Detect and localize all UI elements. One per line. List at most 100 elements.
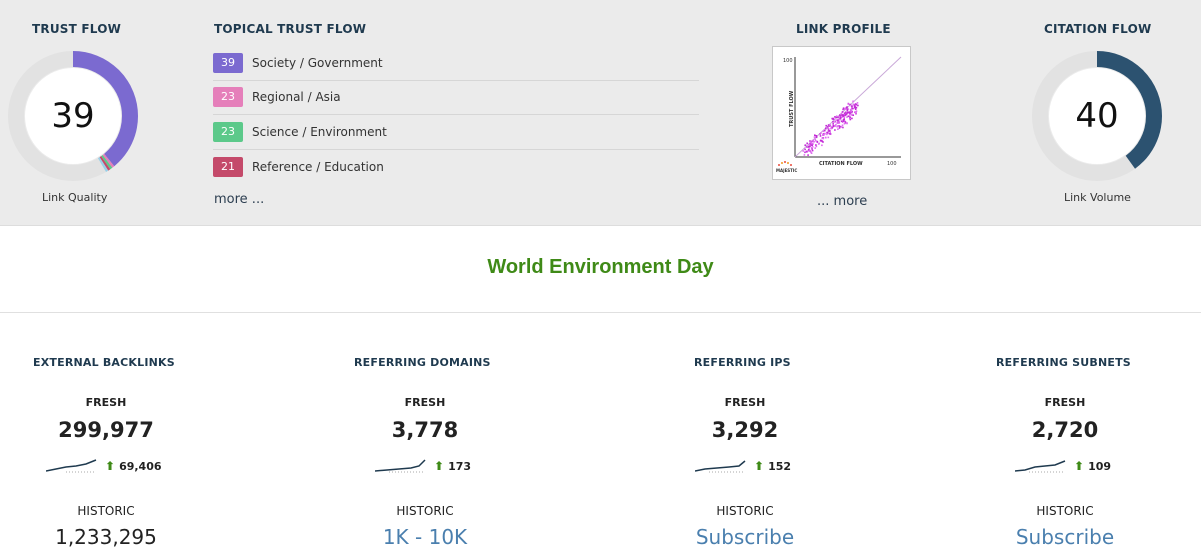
scatter-dot [813,136,816,138]
up-arrow-icon: ⬆ [105,459,116,473]
scatter-dot [814,139,817,142]
topic-row[interactable]: 23 Regional / Asia [213,81,699,115]
scatter-dot [857,104,859,107]
scatter-dot [819,135,822,137]
scatter-dot [851,110,853,113]
fresh-value: 299,977 [58,418,154,442]
scatter-dot [832,125,835,128]
scatter-dot [808,147,810,149]
scatter-dot [807,154,809,156]
scatter-dot [824,136,827,139]
scatter-dot [815,145,818,148]
scatter-dot [822,137,825,140]
historic-label: HISTORIC [77,504,135,518]
scatter-dot [838,122,840,124]
historic-value-link[interactable]: 1K - 10K [382,525,468,549]
topic-row[interactable]: 39 Society / Government [213,46,699,81]
trend-value: ⬆ 69,406 [105,459,162,473]
topical-more-link[interactable]: more ... [214,192,265,207]
scatter-dot [847,115,850,117]
scatter-dot [841,114,843,116]
scatter-dot [847,108,849,110]
scatter-dot [826,127,829,130]
scatter-dot [843,114,845,116]
stat-heading: REFERRING DOMAINS [354,356,491,369]
scatter-dot [832,118,834,121]
scatter-dot [841,111,844,113]
scatter-dot [844,113,846,116]
scatter-dot [849,115,851,117]
scatter-dot [854,111,857,114]
topic-label: Science / Environment [252,124,387,139]
topic-row[interactable]: 23 Science / Environment [213,115,699,150]
scatter-dot [810,151,812,154]
scatter-dot [822,141,824,143]
topic-label: Reference / Education [252,159,384,174]
scatter-dot [827,125,829,128]
scatter-dot [828,133,831,135]
trust-flow-gauge[interactable]: 39 [7,50,139,182]
scatter-dot [845,113,847,115]
scatter-dot [840,120,843,122]
scatter-dot [808,150,810,152]
link-profile-chart[interactable]: 100 100 TRUST FLOW CITATION FLOW MAJESTI… [772,46,911,180]
scatter-dot [846,106,848,108]
scatter-dot [846,122,848,125]
up-arrow-icon: ⬆ [434,459,445,473]
majestic-logo: MAJESTIC [776,161,797,173]
scatter-dot [844,121,847,123]
scatter-dot [839,116,842,119]
fresh-value: 3,292 [711,418,779,442]
scatter-dot [846,116,848,118]
scatter-dot [822,130,825,133]
scatter-dot [835,119,838,121]
scatter-dot [854,105,856,108]
scatter-dot [815,136,818,139]
scatter-dot [838,125,840,127]
scatter-dot [827,136,830,139]
fresh-value: 3,778 [391,418,459,442]
scatter-dot [832,121,834,123]
scatter-dot [821,137,824,139]
link-profile-heading: LINK PROFILE [796,22,891,36]
scatter-dot [803,154,806,156]
scatter-dot [849,103,851,106]
subscribe-link[interactable]: Subscribe [695,525,795,549]
scatter-dot [851,105,854,107]
trend-number: 109 [1088,460,1112,473]
link-profile-more-link[interactable]: ... more [817,194,868,209]
scatter-dot [812,139,814,142]
link-profile-scatter [802,100,859,156]
topic-row[interactable]: 21 Reference / Education [213,150,699,185]
scatter-dot [823,133,826,135]
scatter-dot [833,118,836,121]
scatter-dot [835,116,838,119]
scatter-dot [825,127,827,130]
historic-label: HISTORIC [716,504,774,518]
scatter-dot [804,151,806,154]
scatter-dot [810,152,813,154]
trend-value: ⬆ 173 [434,459,471,473]
scatter-dot [847,110,849,113]
subscribe-link[interactable]: Subscribe [1015,525,1115,549]
scatter-dot [809,140,811,142]
scatter-dot [834,116,836,118]
scatter-dot [811,144,813,146]
metrics-panel: TRUST FLOW 39 Link Quality TOPICAL TRUST… [0,0,1201,226]
scatter-dot [819,139,822,142]
scatter-dot [834,129,836,131]
scatter-dot [849,112,851,115]
scatter-dot [810,141,813,144]
scatter-dot [844,122,847,124]
scatter-dot [843,112,846,114]
link-quality-label: Link Quality [42,191,108,204]
scatter-dot [827,130,830,132]
scatter-dot [849,116,851,119]
scatter-dot [817,143,820,145]
scatter-dot [829,133,832,135]
scatter-dot [810,143,812,145]
citation-flow-heading: CITATION FLOW [1044,22,1152,36]
citation-flow-gauge[interactable]: 40 [1031,50,1163,182]
scatter-dot [838,118,841,121]
scatter-dot [829,124,831,126]
